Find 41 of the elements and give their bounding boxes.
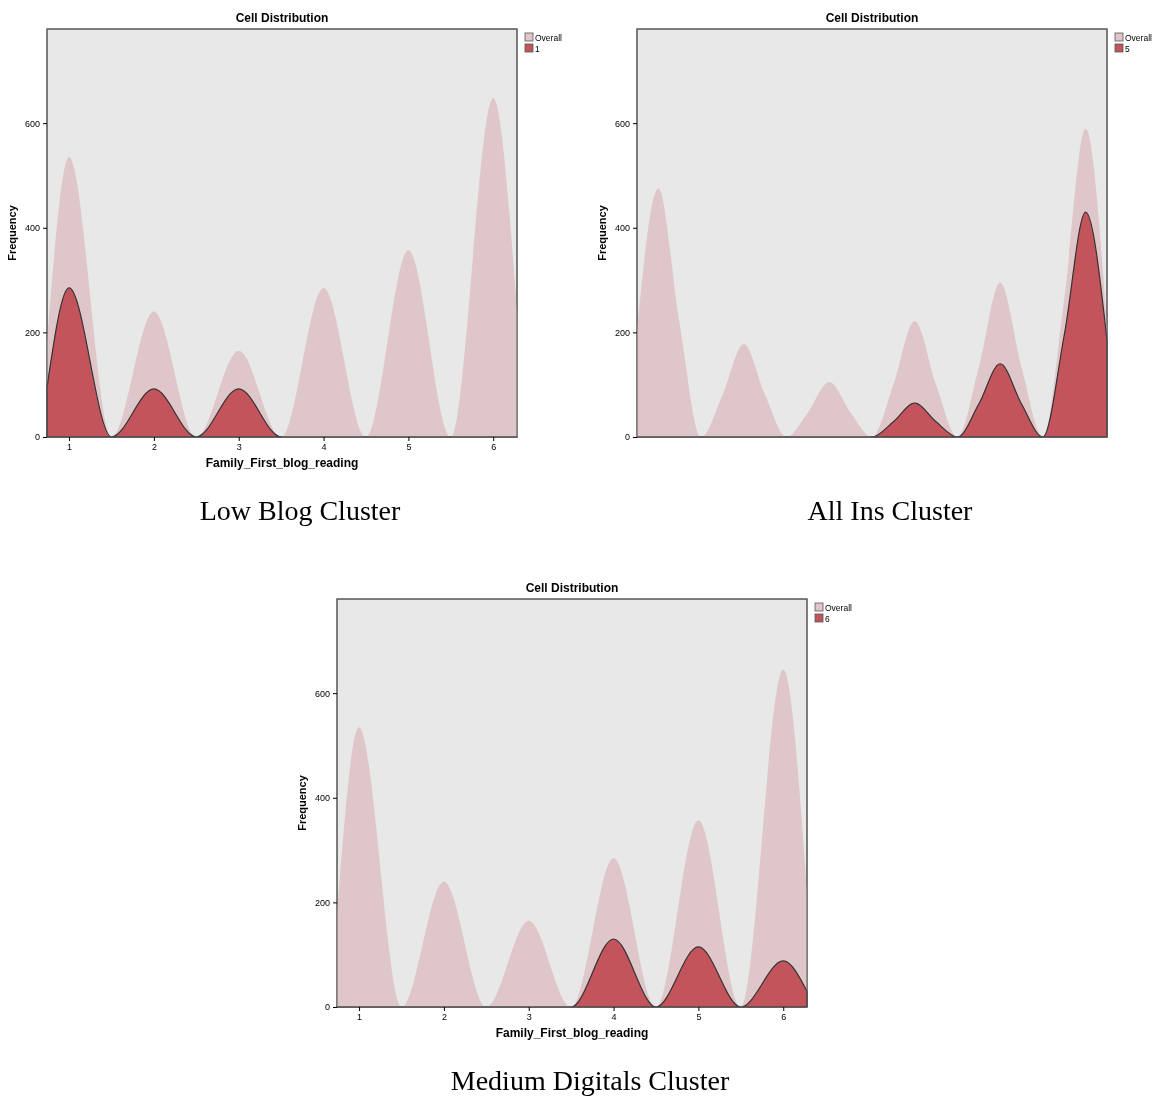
y-tick-label: 600 xyxy=(24,118,40,129)
y-tick-label: 400 xyxy=(314,793,330,804)
text: All Ins Cluster xyxy=(807,495,974,526)
x-tick-label: 1 xyxy=(67,442,73,453)
text: Low Blog Cluster xyxy=(199,495,401,526)
y-axis-title: Frequency xyxy=(596,204,608,261)
legend-label: Overall xyxy=(825,603,853,613)
x-tick-label: 4 xyxy=(611,1012,617,1023)
y-tick-label: 0 xyxy=(624,432,630,443)
chart-title: Cell Distribution xyxy=(525,581,619,595)
y-tick-label: 400 xyxy=(24,223,40,234)
x-tick-label: 5 xyxy=(406,442,412,453)
chart-title: Cell Distribution xyxy=(235,11,329,25)
x-tick-label: 3 xyxy=(526,1012,532,1023)
legend-label: 6 xyxy=(825,614,830,624)
x-axis-title: Family_First_blog_reading xyxy=(495,1026,649,1040)
legend-label: Overall xyxy=(1125,33,1152,43)
y-tick-label: 200 xyxy=(24,327,40,338)
x-tick-label: 3 xyxy=(236,442,242,453)
chart-title: Cell Distribution xyxy=(825,11,919,25)
x-tick-label: 6 xyxy=(781,1012,787,1023)
x-tick-label: 5 xyxy=(696,1012,702,1023)
y-tick-label: 600 xyxy=(614,118,630,129)
y-tick-label: 200 xyxy=(314,897,330,908)
x-axis-title: Family_First_blog_reading xyxy=(205,456,359,470)
y-tick-label: 0 xyxy=(34,432,40,443)
text: Medium Digitals Cluster xyxy=(450,1065,730,1096)
y-axis-title: Frequency xyxy=(6,204,18,261)
y-axis-title: Frequency xyxy=(296,774,308,831)
y-tick-label: 0 xyxy=(324,1002,330,1013)
legend-label: 5 xyxy=(1125,44,1130,54)
y-tick-label: 200 xyxy=(614,327,630,338)
y-tick-label: 600 xyxy=(314,688,330,699)
legend-label: 1 xyxy=(535,44,540,54)
x-tick-label: 6 xyxy=(491,442,497,453)
x-tick-label: 4 xyxy=(321,442,327,453)
y-tick-label: 400 xyxy=(614,223,630,234)
legend-label: Overall xyxy=(535,33,563,43)
x-tick-label: 2 xyxy=(151,442,157,453)
x-tick-label: 1 xyxy=(357,1012,363,1023)
x-tick-label: 2 xyxy=(441,1012,447,1023)
